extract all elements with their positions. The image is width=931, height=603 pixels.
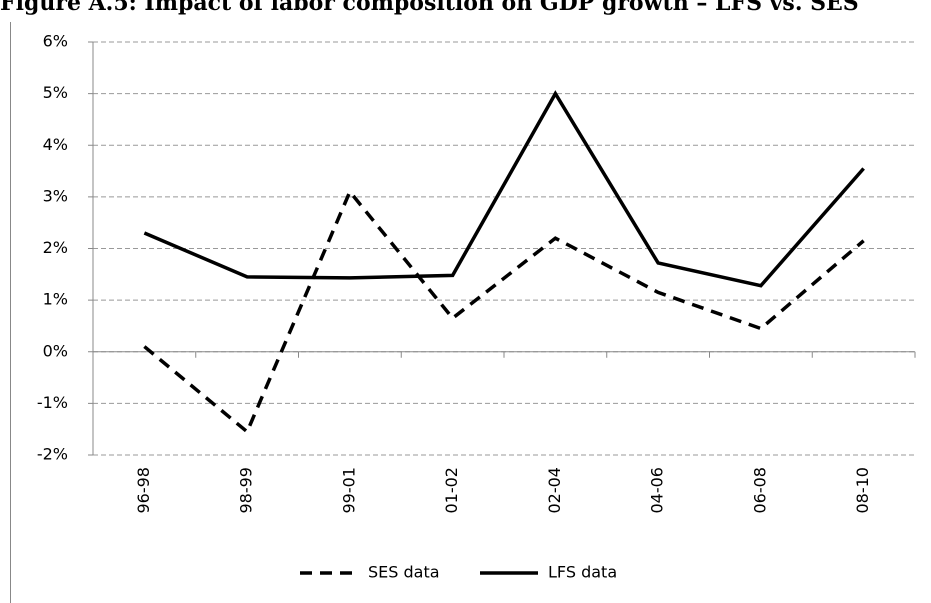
- y-tick-label: 4%: [43, 135, 68, 154]
- y-tick-label: -1%: [37, 393, 68, 412]
- x-tick-label: 99-01: [339, 467, 358, 514]
- y-tick-label: 1%: [43, 290, 68, 309]
- y-tick-label: 2%: [43, 238, 68, 257]
- x-tick-label: 06-08: [750, 467, 769, 514]
- x-tick-label: 96-98: [134, 467, 153, 514]
- line-series: [143, 188, 865, 435]
- chart-title: Figure A.5: Impact of labor composition …: [0, 0, 859, 16]
- x-tick-label: 04-06: [648, 467, 667, 514]
- legend-label: SES data: [368, 563, 440, 582]
- y-tick-label: 3%: [43, 186, 68, 205]
- y-tick-label: -2%: [37, 445, 68, 464]
- y-tick-label: 0%: [43, 341, 68, 360]
- y-tick-label: 5%: [43, 83, 68, 102]
- line-series: [143, 90, 865, 288]
- y-tick-label: 6%: [43, 32, 68, 51]
- x-tick-label: 08-10: [853, 467, 872, 514]
- x-tick-label: 98-99: [237, 467, 256, 514]
- x-tick-label: 02-04: [545, 467, 564, 514]
- x-tick-label: 01-02: [442, 467, 461, 514]
- legend-label: LFS data: [548, 563, 617, 582]
